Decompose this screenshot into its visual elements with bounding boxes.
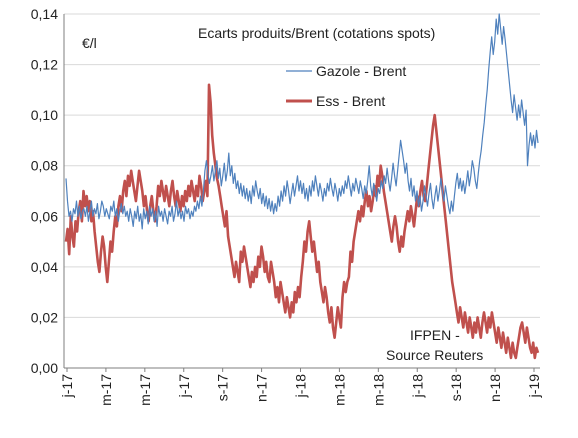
x-tick-label: s-18 bbox=[448, 374, 464, 401]
x-tick-label: m-18 bbox=[331, 374, 347, 406]
y-tick-label: 0,06 bbox=[31, 208, 58, 224]
x-tick-label: j-18 bbox=[293, 374, 309, 399]
x-tick-label: n-17 bbox=[254, 374, 270, 402]
legend-label-ess: Ess - Brent bbox=[316, 93, 385, 109]
source-note-line2: Source Reuters bbox=[386, 347, 483, 363]
y-tick-label: 0,12 bbox=[31, 57, 58, 73]
y-tick-label: 0,04 bbox=[31, 259, 58, 275]
unit-label: €/l bbox=[82, 35, 97, 51]
x-tick-label: s-17 bbox=[215, 374, 231, 401]
x-tick-label: n-18 bbox=[487, 374, 503, 402]
legend: Gazole - Brent Ess - Brent bbox=[286, 63, 406, 109]
x-tick-label: j-17 bbox=[59, 374, 75, 399]
series-line-gazole bbox=[65, 13, 539, 230]
x-tick-label: j-19 bbox=[526, 374, 542, 399]
x-tick-label: j-17 bbox=[176, 374, 192, 399]
y-tick-label: 0,14 bbox=[31, 6, 58, 22]
source-note-line1: IFPEN - bbox=[410, 327, 460, 343]
axes: 0,00 0,02 0,04 0,06 0,08 0,10 0,12 0,14 j-17 m-17… bbox=[31, 6, 542, 406]
x-tick-label: m-18 bbox=[370, 374, 386, 406]
chart-title: Ecarts produits/Brent (cotations spots) bbox=[198, 25, 435, 41]
y-tick-label: 0,00 bbox=[31, 360, 58, 376]
x-tick-label: m-17 bbox=[137, 374, 153, 406]
y-tick-label: 0,08 bbox=[31, 158, 58, 174]
x-tick-label: m-17 bbox=[98, 374, 114, 406]
y-tick-label: 0,10 bbox=[31, 107, 58, 123]
series-lines bbox=[64, 13, 540, 360]
series-line-ess bbox=[64, 83, 540, 360]
y-tick-label: 0,02 bbox=[31, 309, 58, 325]
x-tick-label: j-18 bbox=[409, 374, 425, 399]
legend-label-gazole: Gazole - Brent bbox=[316, 63, 406, 79]
